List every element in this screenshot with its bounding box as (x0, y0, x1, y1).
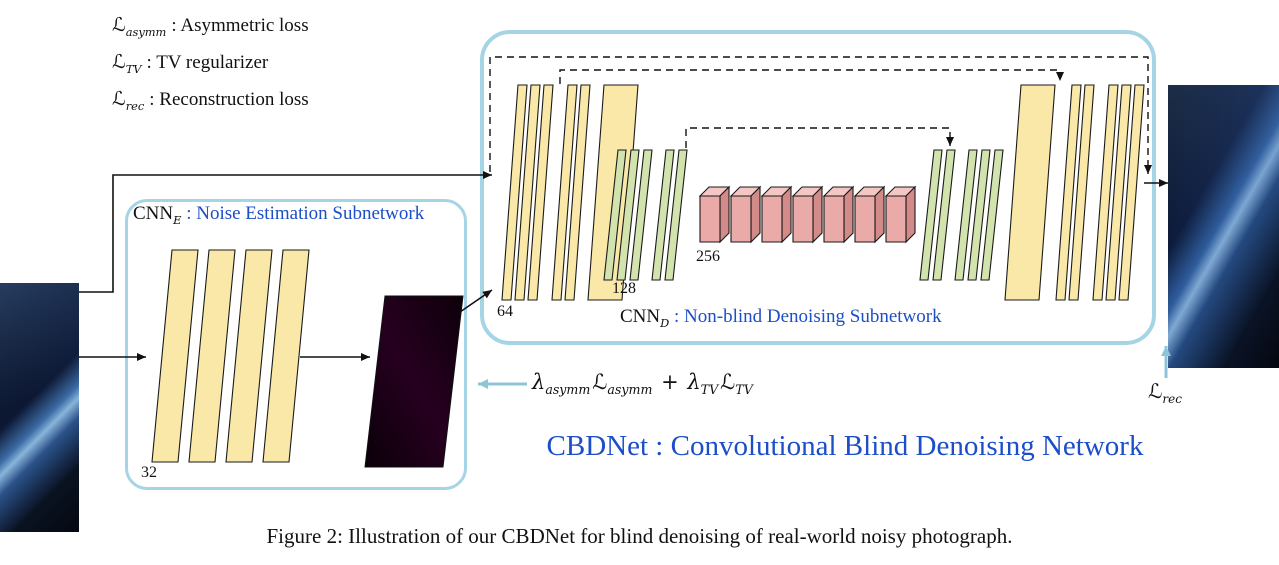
estimated-noise-level-map (364, 295, 464, 468)
input-to-cnnd-line (79, 171, 492, 293)
formula-token: λTV (687, 370, 719, 398)
legend-desc: : TV regularizer (146, 51, 269, 73)
width-label-32: 32 (141, 464, 157, 481)
regularizer-formula: λasymmℒasymm + λTVℒTV (532, 370, 755, 397)
cnne-name: CNNE (133, 203, 182, 227)
loss-legend: ℒasymm: Asymmetric loss ℒTV: TV regulari… (112, 14, 309, 124)
cnnd-desc: : Non-blind Denoising Subnetwork (674, 306, 942, 327)
cnnd-label: CNND : Non-blind Denoising Subnetwork (620, 306, 942, 330)
legend-desc: : Reconstruction loss (149, 88, 309, 110)
legend-item-tv: ℒTV: TV regularizer (112, 51, 309, 76)
legend-desc: : Asymmetric loss (171, 15, 309, 36)
skip-connections (489, 56, 1152, 174)
conv-layer-stacks (151, 84, 1145, 463)
formula-token: + (654, 370, 686, 394)
noisemap-to-cnnd-arrow (459, 289, 493, 313)
formula-token: λasymm (532, 370, 591, 398)
figure-caption: Figure 2: Illustration of our CBDNet for… (266, 524, 1013, 548)
width-label-256: 256 (696, 248, 720, 265)
skip-connection-encoder (559, 69, 1064, 84)
network-title: CBDNet : Convolutional Blind Denoising N… (546, 430, 1144, 462)
cnne-desc: : Noise Estimation Subnetwork (186, 203, 425, 224)
legend-item-rec: ℒrec: Reconstruction loss (112, 88, 309, 113)
loss-rec-symbol: ℒrec (112, 87, 145, 113)
skip-connection-mid (685, 127, 954, 148)
solid-arrows (79, 171, 1168, 361)
width-label-128: 128 (612, 280, 636, 297)
width-label-64: 64 (497, 303, 513, 320)
lrec-label: ℒrec (1148, 379, 1182, 406)
denoised-output-image (1168, 85, 1279, 368)
legend-item-asymm: ℒasymm: Asymmetric loss (112, 14, 309, 39)
formula-token: ℒTV (720, 370, 753, 398)
annotation-arrows (478, 346, 1171, 389)
loss-asymm-symbol: ℒasymm (112, 14, 167, 39)
loss-tv-symbol: ℒTV (112, 50, 142, 76)
formula-token: ℒasymm (592, 370, 653, 398)
skip-connection-residual (489, 56, 1152, 174)
cnne-box (125, 199, 467, 490)
noisy-input-image (0, 283, 79, 532)
cnne-label: CNNE : Noise Estimation Subnetwork (133, 203, 424, 227)
cnnd-box (480, 30, 1156, 345)
cnnd-name: CNND (620, 306, 670, 330)
